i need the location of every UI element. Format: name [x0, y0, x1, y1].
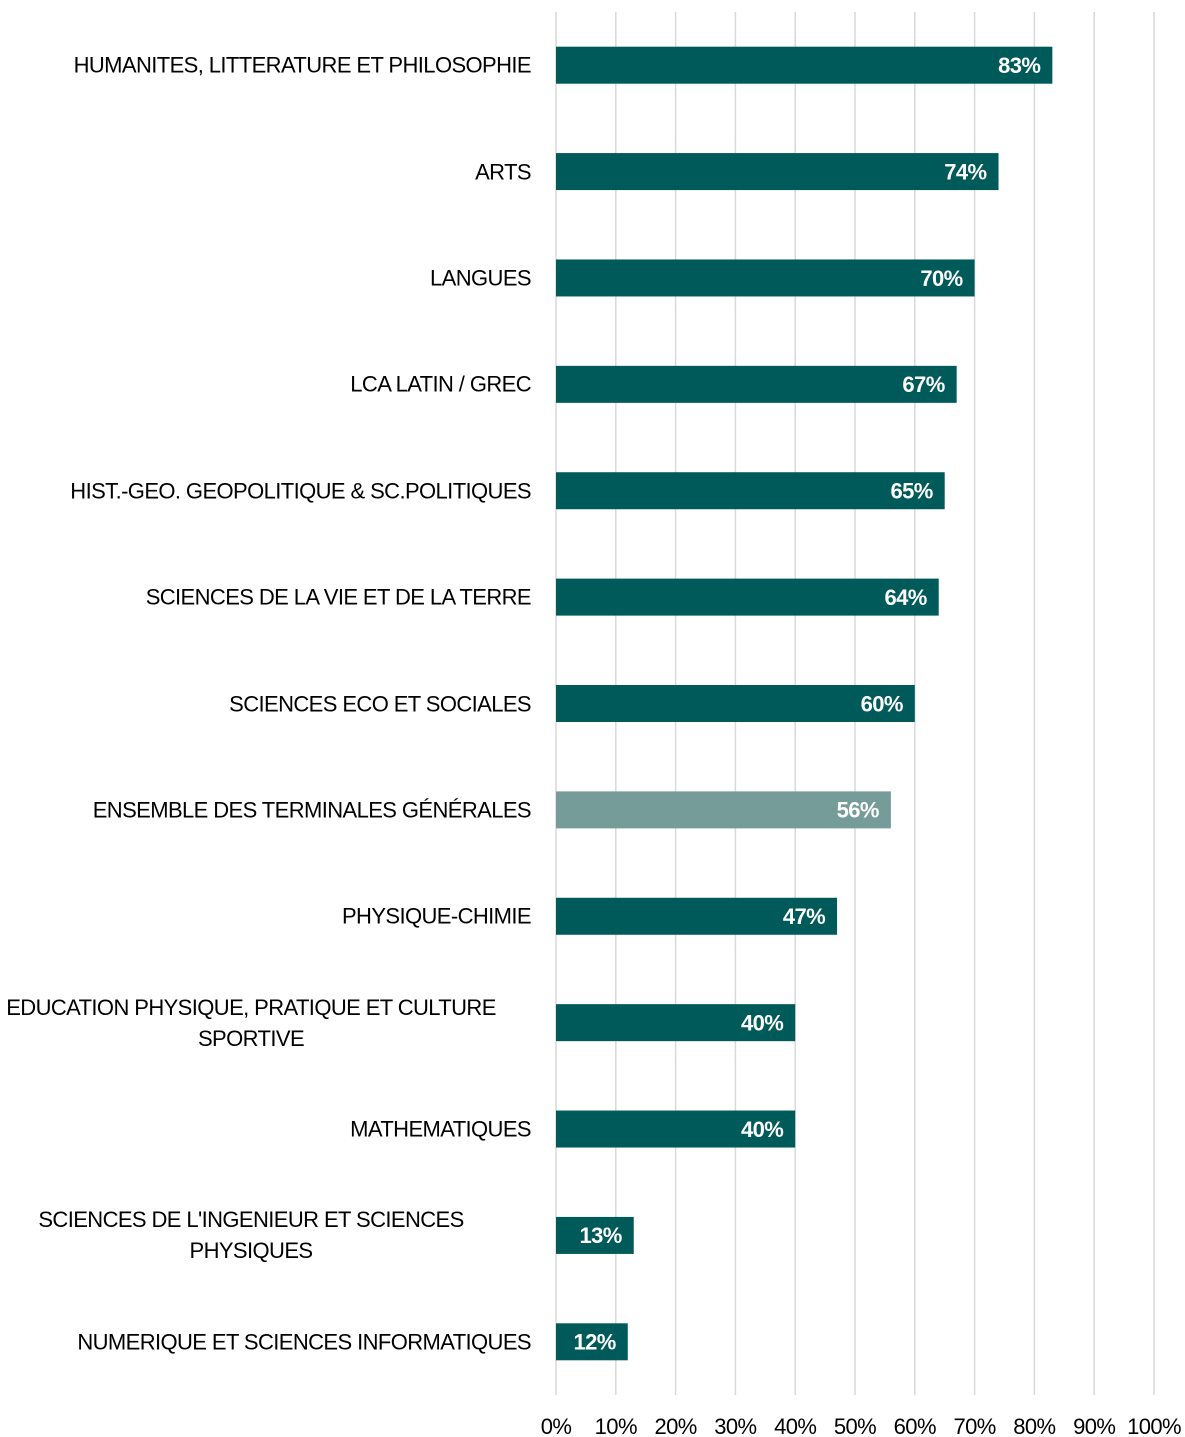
data-label: 83% [998, 53, 1040, 78]
bar [556, 365, 957, 403]
data-label: 65% [890, 479, 932, 504]
bar [556, 1323, 628, 1361]
data-label: 40% [741, 1117, 783, 1142]
x-tick-label: 50% [834, 1414, 876, 1437]
category-label: SCIENCES DE L'INGENIEUR ET SCIENCES PHYS… [38, 1207, 464, 1264]
bar [556, 1216, 634, 1254]
x-tick-label: 40% [774, 1414, 816, 1437]
category-label: LANGUES [430, 265, 532, 291]
x-tick-label: 10% [595, 1414, 637, 1437]
bar [556, 46, 1053, 84]
x-tick-label: 70% [953, 1414, 995, 1437]
x-tick-label: 30% [714, 1414, 756, 1437]
category-label: MATHEMATIQUES [350, 1116, 531, 1142]
category-label: ENSEMBLE DES TERMINALES GÉNÉRALES [92, 797, 532, 823]
x-tick-label: 80% [1013, 1414, 1055, 1437]
x-tick-label: 20% [654, 1414, 696, 1437]
category-label: LCA LATIN / GREC [350, 371, 531, 397]
data-label: 64% [884, 585, 926, 610]
category-label: ARTS [475, 159, 531, 185]
data-label: 60% [861, 691, 903, 716]
data-label: 56% [837, 798, 879, 823]
bar [556, 259, 975, 297]
data-label: 12% [574, 1330, 616, 1355]
bar [556, 1110, 796, 1148]
category-label: EDUCATION PHYSIQUE, PRATIQUE ET CULTURE … [6, 994, 496, 1051]
bar [556, 472, 945, 510]
bar [556, 1004, 796, 1042]
category-label: SCIENCES DE LA VIE ET DE LA TERRE [145, 584, 532, 610]
data-label: 74% [944, 159, 986, 184]
data-label: 13% [580, 1223, 622, 1248]
x-tick-label: 0% [541, 1414, 572, 1437]
x-tick-label: 90% [1073, 1414, 1115, 1437]
bar [556, 578, 939, 616]
category-label: SCIENCES ECO ET SOCIALES [229, 691, 531, 716]
category-label: PHYSIQUE-CHIMIE [341, 903, 532, 929]
bar [556, 153, 999, 191]
bar [556, 791, 891, 829]
data-label: 70% [920, 266, 962, 291]
data-label: 67% [902, 372, 944, 397]
bar [556, 685, 915, 722]
category-label: HIST.-GEO. GEOPOLITIQUE & SC.POLITIQUES [70, 478, 531, 504]
x-tick-label: 100% [1127, 1414, 1181, 1437]
data-label: 40% [741, 1010, 783, 1035]
x-tick-label: 60% [894, 1414, 936, 1437]
category-label: HUMANITES, LITTERATURE ET PHILOSOPHIE [73, 52, 532, 78]
bar [556, 897, 838, 935]
category-label: NUMERIQUE ET SCIENCES INFORMATIQUES [77, 1329, 531, 1355]
data-label: 47% [783, 904, 825, 929]
